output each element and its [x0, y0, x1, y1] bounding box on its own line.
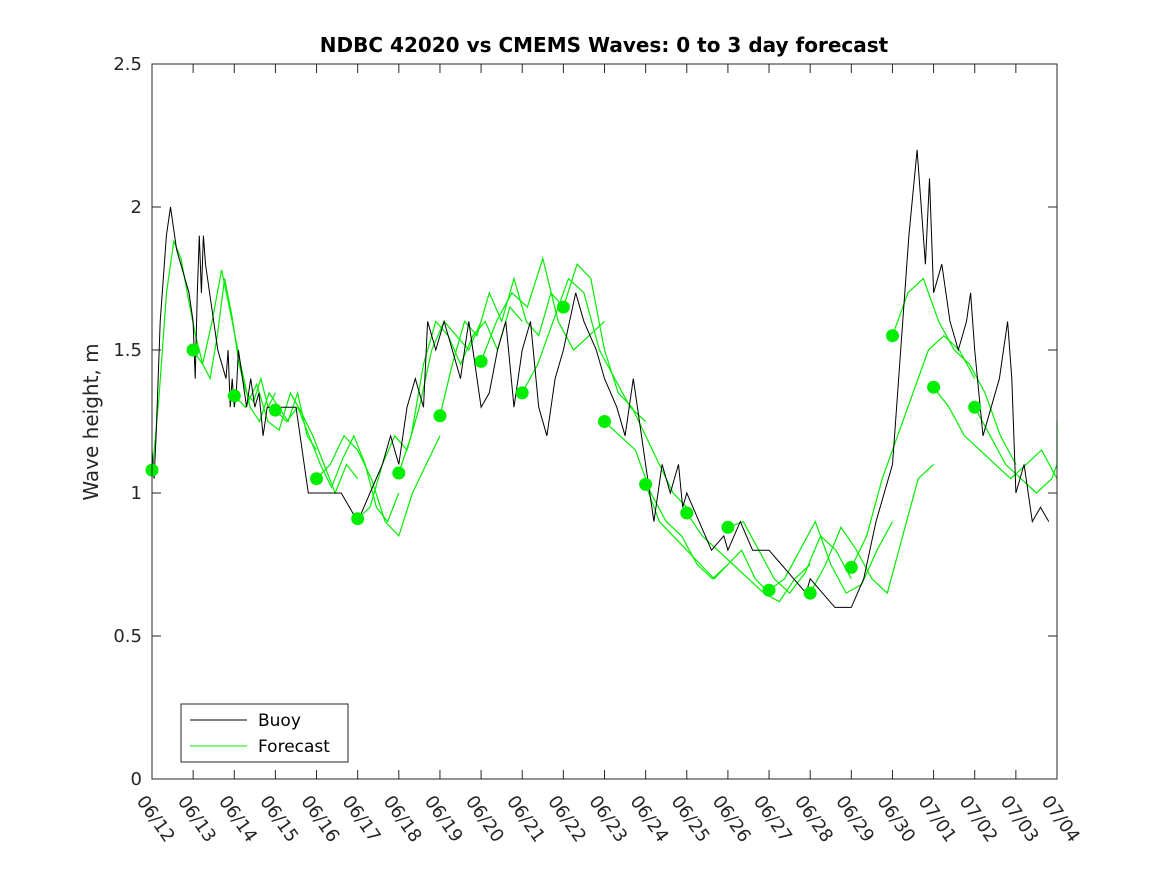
forecast-line-18 [891, 277, 1017, 465]
forecast-line-12 [645, 484, 770, 594]
x-tick-label: 06/20 [461, 792, 508, 847]
forecast-marker-06-15 [268, 403, 282, 417]
forecast-marker-06-23 [598, 415, 611, 428]
forecast-line-7 [439, 276, 564, 416]
x-tick-label: 06/29 [831, 792, 878, 847]
forecast-marker-06-22 [556, 300, 570, 314]
x-tick-label: 06/24 [626, 792, 673, 847]
forecast-marker-07-01 [927, 380, 941, 394]
forecast-marker-06-27 [762, 583, 776, 597]
y-tick-label: 2.5 [113, 54, 142, 75]
x-tick-label: 06/18 [379, 792, 426, 847]
forecast-marker-06-26 [721, 520, 735, 534]
forecast-marker-06-17 [351, 512, 365, 526]
x-tick-label: 06/23 [584, 792, 631, 847]
forecast-marker-06-30 [886, 329, 899, 343]
y-axis-label: Wave height, m [79, 343, 103, 500]
forecast-marker-06-21 [515, 386, 529, 400]
x-tick-label: 07/01 [913, 792, 960, 847]
x-tick-label: 06/15 [255, 792, 302, 847]
forecast-line-0 [151, 239, 276, 476]
forecast-marker-06-24 [639, 477, 653, 491]
forecast-line-15 [768, 520, 894, 594]
y-tick-label: 1 [131, 483, 142, 504]
forecast-line-4 [316, 434, 441, 538]
forecast-line-19 [933, 386, 1058, 480]
forecast-line-11 [604, 421, 729, 580]
forecast-line-14 [727, 520, 852, 594]
y-tick-label: 1.5 [113, 340, 142, 361]
forecast-line-8 [480, 256, 605, 362]
x-tick-label: 07/02 [955, 792, 1002, 847]
x-tick-label: 07/04 [1037, 792, 1084, 847]
x-tick-label: 06/28 [790, 792, 837, 847]
legend-buoy-label: Buoy [258, 711, 301, 731]
forecast-marker-06-14 [227, 389, 241, 403]
x-tick-label: 06/27 [749, 792, 796, 847]
data-layer [145, 149, 1058, 608]
x-tick-label: 06/14 [214, 792, 261, 847]
buoy-line [151, 149, 1050, 608]
forecast-line-9 [521, 277, 647, 422]
forecast-line-5 [357, 320, 482, 520]
x-tick-label: 06/22 [543, 792, 590, 847]
forecast-marker-06-20 [474, 354, 488, 368]
forecast-marker-06-25 [680, 506, 694, 520]
forecast-marker-06-19 [433, 409, 447, 423]
x-tick-label: 06/21 [502, 792, 549, 847]
forecast-marker-06-18 [392, 466, 406, 480]
x-tick-label: 06/26 [708, 792, 755, 847]
forecast-line-2 [233, 382, 359, 495]
legend-forecast-label: Forecast [258, 737, 330, 757]
y-tick-label: 2 [131, 197, 142, 218]
forecast-line-16 [809, 463, 935, 595]
y-tick-label: 0.5 [113, 626, 142, 647]
forecast-marker-06-29 [844, 560, 858, 574]
legend: Buoy Forecast [180, 703, 349, 763]
x-tick-label: 06/25 [667, 792, 714, 847]
x-tick-label: 06/17 [338, 792, 385, 847]
legend-box [180, 703, 349, 763]
x-tick-label: 07/03 [996, 792, 1043, 847]
x-tick-label: 06/30 [872, 792, 919, 847]
forecast-marker-06-13 [186, 343, 200, 357]
x-tick-label: 06/12 [132, 792, 179, 847]
x-tick-label: 06/13 [173, 792, 220, 847]
x-tick-label: 06/19 [420, 792, 467, 847]
y-tick-label: 0 [131, 769, 142, 790]
chart-title: NDBC 42020 vs CMEMS Waves: 0 to 3 day fo… [320, 33, 889, 57]
forecast-line-17 [850, 334, 976, 568]
forecast-line-1 [192, 269, 318, 451]
x-tick-label: 06/16 [296, 792, 343, 847]
forecast-marker-06-16 [310, 472, 323, 486]
forecast-marker-07-02 [968, 400, 982, 414]
forecast-marker-06-28 [803, 586, 817, 600]
